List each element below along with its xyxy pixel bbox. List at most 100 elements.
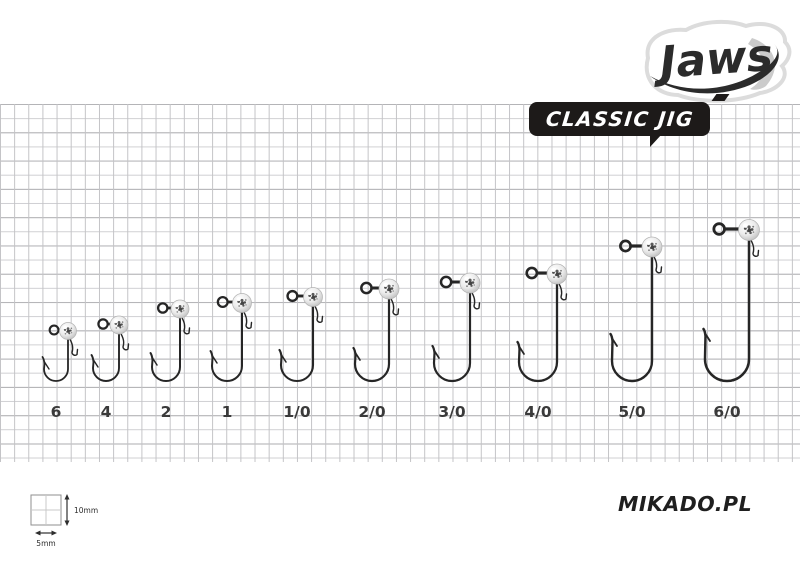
- ball-speckle: [240, 301, 245, 305]
- ball-speckle: [316, 298, 318, 300]
- ball-speckle: [747, 228, 752, 233]
- ball-speckle: [69, 329, 72, 332]
- website-text: MIKADO.PL: [618, 492, 753, 516]
- ball-speckle: [182, 305, 185, 307]
- ball-highlight: [113, 319, 118, 324]
- logo-hook-fin: [748, 38, 775, 90]
- size-label: 2: [161, 403, 172, 421]
- ball-speckle: [473, 284, 476, 286]
- ball-speckle: [390, 287, 394, 290]
- ball-speckle: [66, 329, 70, 333]
- ball-speckle: [648, 249, 650, 252]
- ball-speckle: [66, 327, 70, 330]
- size-label: 1/0: [283, 403, 310, 421]
- ball-speckle: [122, 326, 124, 328]
- horizontal-arrow: [35, 530, 57, 536]
- size-label: 6: [51, 403, 62, 421]
- ball-speckle: [311, 292, 315, 296]
- ball-speckle: [309, 299, 312, 301]
- ball-speckle: [64, 332, 67, 335]
- ball-speckle: [752, 225, 755, 228]
- hook-barb: [211, 355, 218, 364]
- ball-speckle: [176, 311, 179, 313]
- keeper-barb: [749, 237, 760, 257]
- jig-hook-6-0: 6/0: [702, 219, 760, 421]
- ball-speckle: [744, 232, 747, 235]
- grid-paper: [0, 104, 800, 462]
- ball-speckle: [473, 278, 475, 281]
- eyelet-ring: [712, 222, 726, 236]
- hook-wire: [516, 272, 559, 383]
- ball-speckle: [315, 293, 318, 295]
- ball-speckle: [655, 248, 657, 250]
- ball-speckle: [389, 290, 392, 293]
- size-label: 3/0: [438, 403, 465, 421]
- ball-speckle: [238, 305, 241, 307]
- keeper-barb: [242, 309, 253, 329]
- ball-speckle: [68, 332, 71, 335]
- keeper-barb: [313, 303, 324, 323]
- ball-highlight: [646, 240, 651, 245]
- ball-speckle: [471, 281, 475, 284]
- scale-legend: 10mm 5mm: [30, 494, 98, 548]
- keeper-barb: [470, 290, 481, 310]
- ball-speckle: [387, 287, 392, 292]
- logo-swoosh: [650, 44, 779, 94]
- jig-hook-4: 4: [90, 315, 130, 421]
- jaws-logo: Jaws: [644, 19, 792, 103]
- hook-barb: [611, 338, 618, 347]
- eyelet-ring: [360, 281, 373, 295]
- ball-speckle: [555, 272, 560, 277]
- hook-barb: [518, 346, 525, 355]
- hook-barb: [151, 357, 158, 366]
- ball-speckle: [245, 304, 247, 306]
- ball-speckle: [650, 245, 655, 249]
- size-label: 5/0: [618, 403, 645, 421]
- ball-speckle: [244, 299, 247, 301]
- ball-speckle: [311, 295, 316, 299]
- ball-speckle: [70, 327, 73, 330]
- hook-wire: [702, 228, 751, 383]
- horizontal-arrow-label: 5mm: [36, 539, 55, 548]
- jig-hook-2: 2: [149, 299, 191, 421]
- ball-speckle: [240, 298, 244, 302]
- ball-speckle: [183, 310, 185, 312]
- ball-speckle: [120, 323, 123, 326]
- ball-speckle: [392, 290, 395, 292]
- ball-speckle: [180, 310, 183, 313]
- hook-wire: [352, 287, 391, 383]
- ball-speckle: [468, 278, 472, 282]
- size-label: 6/0: [713, 403, 740, 421]
- ball-speckle: [749, 231, 752, 235]
- keeper-barb: [652, 254, 663, 274]
- ball-speckle: [121, 321, 124, 323]
- eyelet-ring: [286, 289, 299, 303]
- hook-wire: [149, 308, 181, 382]
- hook-wire: [209, 302, 243, 382]
- hook-barb: [43, 361, 50, 370]
- jig-hook-1-0: 1/0: [278, 287, 324, 421]
- ball-highlight: [383, 282, 388, 287]
- eyelet-ring: [97, 318, 109, 330]
- ball-speckle: [652, 248, 655, 251]
- ball-speckle: [242, 304, 245, 307]
- jig-hook-3-0: 3/0: [431, 272, 481, 421]
- hook-wire: [431, 281, 472, 383]
- ball-speckle: [470, 284, 473, 287]
- ball-speckle: [314, 295, 318, 298]
- jig-hook-5-0: 5/0: [609, 236, 663, 421]
- hook-barb: [704, 333, 711, 342]
- ball-speckle: [653, 245, 657, 248]
- ball-speckle: [387, 284, 391, 288]
- jig-hook-1: 1: [209, 293, 253, 421]
- ball-highlight: [236, 296, 241, 302]
- size-label: 2/0: [358, 403, 385, 421]
- jig-hook-6: 6: [41, 322, 79, 421]
- ball-speckle: [115, 327, 118, 329]
- hook-barb: [433, 350, 440, 359]
- jig-hook-2-0: 2/0: [352, 278, 400, 421]
- ball-speckle: [178, 305, 182, 308]
- size-label: 4: [101, 403, 112, 421]
- ball-highlight: [743, 223, 748, 228]
